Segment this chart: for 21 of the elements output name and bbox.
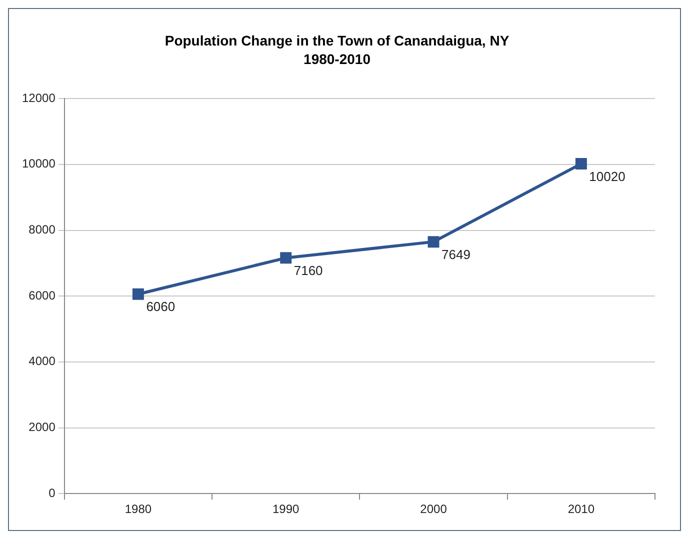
data-label: 6060 <box>146 299 176 314</box>
point <box>575 158 587 170</box>
y-tick-label: 6000 <box>28 288 56 302</box>
point <box>132 288 144 300</box>
data-label: 10020 <box>589 168 626 184</box>
y-tick-label: 0 <box>48 486 56 500</box>
y-tick-label: 12000 <box>22 90 56 105</box>
chart-subtitle: 1980-2010 <box>304 51 371 68</box>
x-tick-label: 1980 <box>124 502 152 516</box>
x-tick-label: 1990 <box>272 502 300 516</box>
data-label: 7160 <box>294 262 323 278</box>
point <box>428 236 440 248</box>
x-tick-label: 2000 <box>420 502 448 516</box>
y-tick-label: 2000 <box>28 420 56 434</box>
x-tick-label: 2010 <box>568 502 595 516</box>
chart-title: Population Change in the Town of Canandaigua, NY <box>164 32 510 48</box>
point <box>280 252 292 264</box>
y-tick-label: 4000 <box>28 354 56 368</box>
y-tick-label: 10000 <box>22 156 56 171</box>
y-tick-label: 8000 <box>28 222 56 237</box>
data-label: 7649 <box>442 246 470 262</box>
